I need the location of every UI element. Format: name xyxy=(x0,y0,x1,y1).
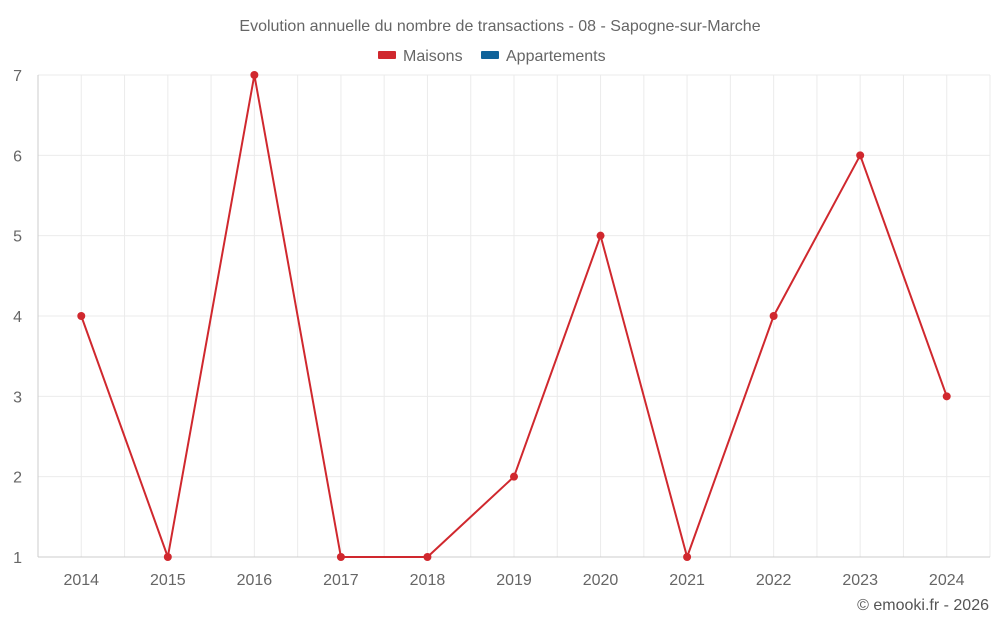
data-point-maisons[interactable] xyxy=(596,231,605,240)
legend-swatch-maisons xyxy=(378,51,396,59)
data-point-maisons[interactable] xyxy=(510,472,518,481)
data-point-maisons[interactable] xyxy=(423,553,432,561)
legend-item-maisons[interactable]: Maisons xyxy=(378,48,463,65)
x-axis: 2014 2015 2016 2017 2018 2019 2020 2021 2022 2023… xyxy=(63,572,964,589)
y-tick-label: 6 xyxy=(13,148,22,165)
x-tick-label: 2018 xyxy=(410,572,446,589)
y-tick-label: 5 xyxy=(13,229,22,246)
x-tick-label: 2021 xyxy=(669,572,705,589)
y-tick-label: 4 xyxy=(13,309,22,326)
x-tick-label: 2019 xyxy=(496,572,532,589)
credit-text: © emooki.fr - 2026 xyxy=(857,597,989,614)
x-tick-label: 2023 xyxy=(842,572,878,589)
y-tick-label: 1 xyxy=(13,550,22,567)
legend-swatch-appartements xyxy=(481,51,499,59)
data-point-maisons[interactable] xyxy=(942,392,951,401)
legend: Maisons Appartements xyxy=(378,48,606,65)
x-tick-label: 2022 xyxy=(756,572,792,589)
series-maisons xyxy=(77,71,951,561)
x-tick-label: 2015 xyxy=(150,572,186,589)
x-tick-label: 2016 xyxy=(237,572,273,589)
grid xyxy=(37,74,991,558)
data-point-maisons[interactable] xyxy=(336,553,345,561)
data-point-maisons[interactable] xyxy=(163,553,172,561)
y-tick-label: 3 xyxy=(13,389,22,406)
y-tick-label: 2 xyxy=(13,470,22,487)
legend-item-appartements[interactable]: Appartements xyxy=(481,48,606,65)
axes xyxy=(37,75,990,558)
data-point-maisons[interactable] xyxy=(77,312,86,320)
chart-title: Evolution annuelle du nombre de transact… xyxy=(239,18,760,35)
data-point-maisons[interactable] xyxy=(683,553,692,561)
y-tick-label: 7 xyxy=(13,68,22,85)
data-point-maisons[interactable] xyxy=(250,71,259,79)
legend-label-maisons: Maisons xyxy=(403,48,463,65)
data-point-maisons[interactable] xyxy=(856,151,865,160)
x-tick-label: 2014 xyxy=(63,572,99,589)
x-tick-label: 2017 xyxy=(323,572,359,589)
x-tick-label: 2024 xyxy=(929,572,965,589)
x-tick-label: 2020 xyxy=(583,572,619,589)
y-axis: 1 2 3 4 5 6 7 xyxy=(13,68,22,567)
legend-label-appartements: Appartements xyxy=(506,48,606,65)
data-point-maisons[interactable] xyxy=(769,312,778,320)
